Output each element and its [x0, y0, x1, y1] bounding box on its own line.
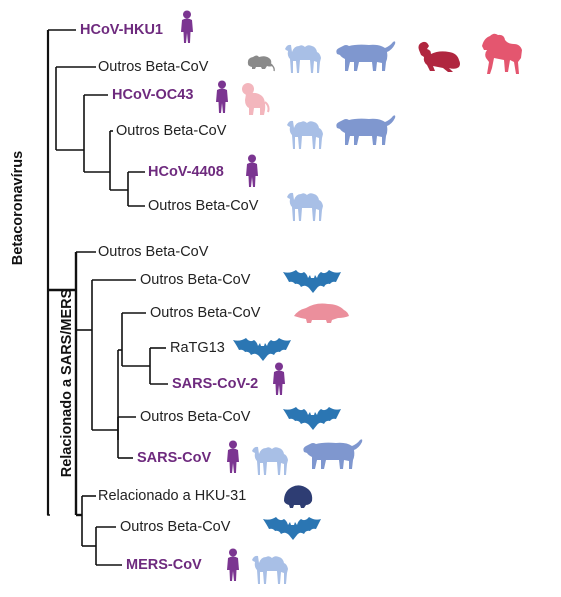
taxon-label-sars2: SARS-CoV-2 [172, 376, 259, 392]
camel-icon [285, 44, 321, 73]
horse-icon [482, 33, 522, 74]
taxon-label-ob6: Outros Beta-CoV [150, 305, 261, 321]
bat-icon [283, 407, 341, 430]
rodent-icon [247, 55, 275, 72]
bat-icon [263, 517, 321, 540]
taxon-label-ob3: Outros Beta-CoV [148, 198, 259, 214]
taxon-label-ob2: Outros Beta-CoV [116, 123, 227, 139]
taxon-label-ob5: Outros Beta-CoV [140, 272, 251, 288]
human-icon [181, 10, 193, 43]
bat-icon [283, 270, 341, 293]
taxon-label-oc43: HCoV-OC43 [112, 87, 194, 103]
hedgehog-icon [284, 485, 313, 508]
taxon-label-hku1: HCoV-HKU1 [80, 22, 163, 38]
bat-icon [233, 338, 291, 361]
monkey-icon [242, 83, 270, 115]
rabbit-icon [418, 41, 460, 72]
taxon-label-ob8: Outros Beta-CoV [120, 519, 231, 535]
taxon-label-ratg13: RaTG13 [170, 340, 225, 356]
taxon-label-sars: SARS-CoV [137, 450, 212, 466]
camel-icon [287, 120, 323, 149]
taxon-label-h4408: HCoV-4408 [148, 164, 224, 180]
human-icon [227, 440, 239, 473]
big-cat-icon [336, 41, 396, 71]
big-cat-icon [303, 439, 363, 469]
camel-icon [252, 555, 288, 584]
taxon-label-ob4: Outros Beta-CoV [98, 244, 209, 260]
human-icon [246, 154, 258, 187]
taxon-label-mers: MERS-CoV [126, 557, 202, 573]
human-icon [273, 362, 285, 395]
taxon-label-hku31: Relacionado a HKU-31 [98, 488, 247, 504]
camel-icon [252, 446, 288, 475]
clade-label-betacoronavirus: Betacoronavírus [10, 150, 26, 266]
big-cat-icon [336, 115, 396, 145]
clade-label-sars-mers: Relacionado a SARS/MERS [59, 288, 75, 478]
camel-icon [287, 192, 323, 221]
human-icon [227, 548, 239, 581]
taxon-label-ob7: Outros Beta-CoV [140, 409, 251, 425]
human-icon [216, 80, 228, 113]
pangolin-icon [294, 303, 349, 323]
taxon-label-ob1: Outros Beta-CoV [98, 59, 209, 75]
